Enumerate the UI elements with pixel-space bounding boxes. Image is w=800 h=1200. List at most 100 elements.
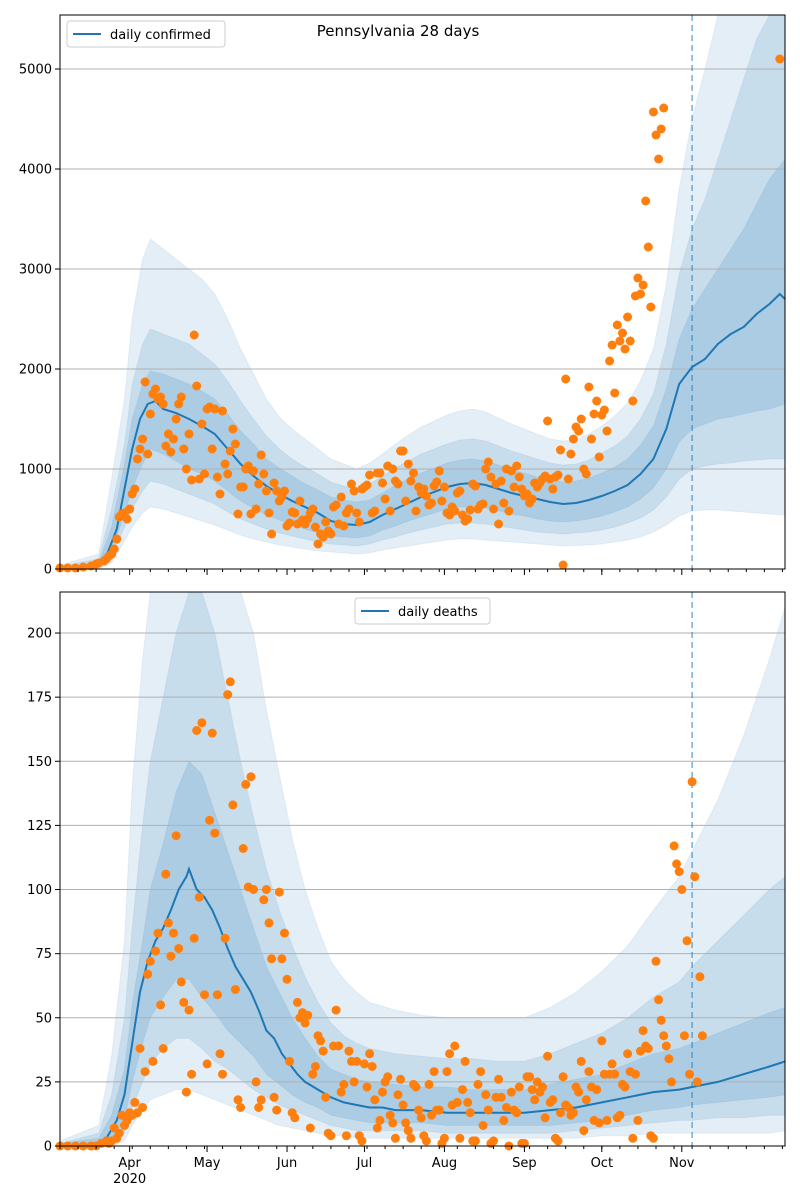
x-tick-label-jun: Jun — [276, 1156, 297, 1171]
observed-point — [543, 1051, 553, 1061]
observed-point — [656, 1015, 666, 1025]
observed-point — [344, 1046, 354, 1056]
observed-point — [380, 494, 390, 504]
observed-point — [194, 892, 204, 902]
confirmed-observed-points — [55, 54, 785, 573]
confirmed-x-axis-ticks — [59, 569, 783, 575]
observed-point — [463, 514, 473, 524]
observed-point — [599, 405, 609, 415]
observed-point — [648, 1133, 658, 1143]
observed-point — [618, 328, 627, 338]
observed-point — [648, 107, 658, 117]
observed-point — [138, 1103, 148, 1112]
observed-point — [285, 1056, 295, 1066]
observed-point — [630, 1069, 640, 1079]
observed-point — [566, 449, 576, 459]
observed-point — [215, 489, 225, 499]
observed-point — [310, 522, 320, 532]
observed-point — [290, 508, 300, 518]
observed-point — [179, 444, 189, 454]
observed-point — [411, 506, 421, 516]
observed-point — [261, 885, 271, 894]
observed-point — [341, 1131, 351, 1141]
observed-point — [501, 1103, 511, 1112]
observed-point — [579, 1126, 589, 1136]
observed-point — [499, 1115, 509, 1125]
observed-point — [416, 1113, 426, 1123]
observed-point — [347, 479, 356, 489]
observed-point — [409, 468, 418, 478]
observed-point — [238, 482, 248, 492]
observed-point — [589, 409, 599, 419]
observed-point — [682, 936, 692, 946]
observed-point — [303, 1010, 313, 1020]
confirmed-legend-label: daily confirmed — [110, 28, 211, 43]
observed-point — [71, 563, 80, 573]
observed-point — [401, 496, 411, 506]
observed-point — [166, 447, 176, 457]
observed-point — [667, 1077, 676, 1087]
observed-point — [151, 946, 160, 956]
observed-point — [192, 726, 202, 735]
observed-point — [646, 302, 656, 312]
y-tick-label-25: 25 — [35, 1075, 52, 1090]
confirmed-plot-frame — [59, 14, 786, 570]
observed-point — [512, 461, 522, 471]
observed-point — [218, 406, 227, 416]
observed-point — [625, 336, 635, 346]
observed-point — [651, 130, 661, 140]
observed-point — [179, 997, 189, 1007]
observed-point — [290, 1113, 300, 1123]
observed-point — [460, 1056, 470, 1066]
x-tick-label-sep: Sep — [512, 1156, 537, 1171]
observed-point — [442, 1067, 452, 1077]
observed-point — [367, 1062, 377, 1071]
observed-point — [109, 544, 119, 554]
observed-point — [187, 1069, 197, 1079]
observed-point — [659, 103, 669, 113]
observed-point — [280, 486, 289, 496]
observed-point — [401, 1118, 411, 1128]
observed-point — [654, 995, 664, 1005]
observed-point — [620, 344, 630, 354]
observed-point — [623, 312, 633, 322]
observed-point — [576, 414, 586, 424]
observed-point — [641, 196, 651, 206]
observed-point — [370, 1095, 380, 1105]
observed-point — [256, 450, 266, 460]
observed-point — [331, 1005, 341, 1015]
observed-point — [527, 1085, 537, 1095]
observed-point — [478, 1121, 488, 1130]
observed-point — [145, 409, 155, 419]
observed-point — [450, 1041, 460, 1051]
observed-point — [334, 1041, 344, 1051]
observed-point — [132, 454, 142, 464]
deaths-legend-box — [354, 597, 491, 625]
observed-point — [189, 933, 199, 943]
observed-point — [181, 1087, 191, 1097]
observed-point — [249, 466, 258, 476]
observed-point — [236, 1103, 246, 1112]
observed-point — [130, 1097, 140, 1107]
observed-point — [349, 1077, 359, 1087]
observed-point — [432, 477, 442, 487]
observed-point — [140, 1067, 150, 1077]
observed-point — [241, 779, 251, 789]
observed-point — [156, 1000, 166, 1010]
observed-point — [125, 504, 135, 514]
observed-point — [489, 504, 498, 514]
observed-point — [605, 356, 615, 366]
observed-point — [504, 506, 514, 516]
observed-point — [597, 1036, 607, 1046]
observed-point — [553, 1136, 563, 1146]
observed-point — [321, 517, 331, 527]
observed-point — [321, 1092, 331, 1102]
observed-point — [610, 388, 620, 398]
observed-point — [365, 470, 375, 480]
observed-point — [267, 954, 277, 964]
observed-point — [197, 718, 207, 728]
observed-point — [181, 464, 191, 474]
observed-point — [156, 392, 166, 402]
observed-point — [607, 1059, 617, 1069]
observed-point — [527, 494, 537, 504]
